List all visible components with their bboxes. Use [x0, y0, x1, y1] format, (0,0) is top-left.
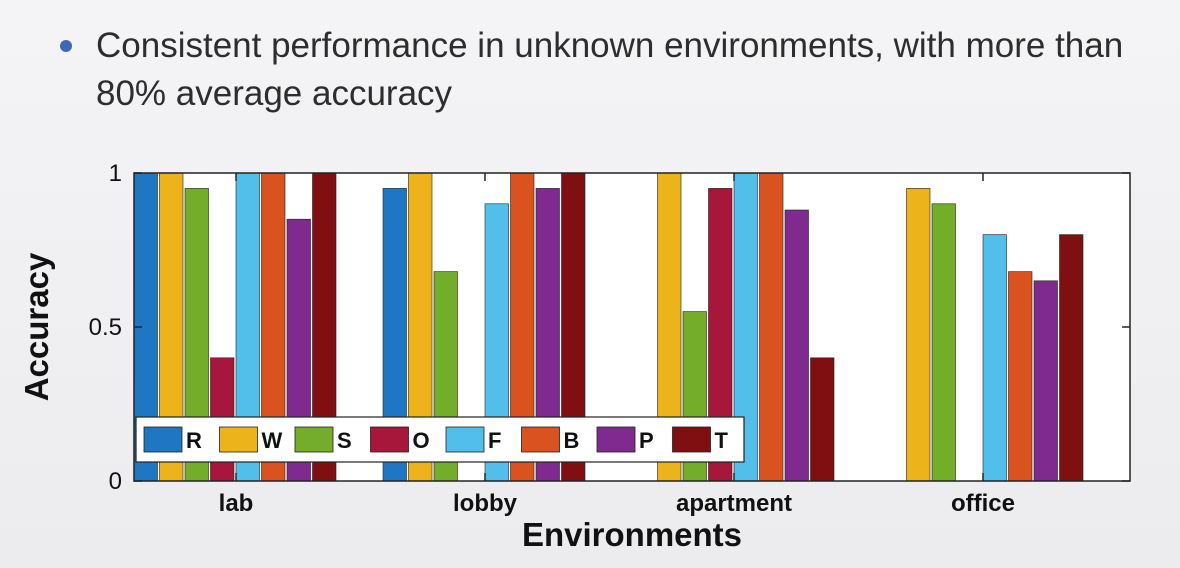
legend-label-S: S — [337, 428, 352, 453]
y-tick-label: 0.5 — [89, 314, 122, 341]
x-tick-label-office: office — [951, 490, 1015, 517]
bar-T-apartment — [810, 357, 835, 482]
y-axis-title: Accuracy — [18, 252, 55, 401]
bar-P-apartment — [784, 209, 809, 482]
y-tick-label: 1 — [109, 160, 122, 187]
legend-label-F: F — [488, 428, 501, 453]
bar-S-office — [931, 203, 956, 482]
legend-swatch-F — [445, 426, 485, 453]
x-axis-title: Environments — [522, 516, 742, 553]
legend-label-B: B — [564, 428, 580, 453]
axes: 0 0.5 1 lab lobby apartment office — [89, 160, 1131, 517]
bullet-text: Consistent performance in unknown enviro… — [96, 26, 1124, 113]
legend-swatch-W — [219, 426, 258, 453]
legend-label-W: W — [262, 428, 283, 453]
legend-swatch-O — [370, 426, 409, 453]
legend-swatch-R — [143, 426, 183, 453]
x-tick-label-lobby: lobby — [453, 490, 518, 517]
legend-label-O: O — [413, 428, 430, 453]
bullet-dot-icon — [60, 40, 72, 52]
y-tick-label: 0 — [109, 468, 122, 495]
bar-B-apartment — [759, 172, 784, 482]
bar-F-office — [982, 234, 1007, 482]
bar-T-office — [1059, 234, 1084, 482]
bar-B-office — [1008, 271, 1033, 482]
legend-swatch-S — [294, 426, 334, 453]
legend-label-P: P — [639, 428, 654, 453]
legend-swatch-P — [596, 426, 636, 453]
legend-label-T: T — [715, 428, 729, 453]
x-tick-label-lab: lab — [219, 490, 254, 517]
legend-swatch-T — [672, 426, 711, 453]
legend-box — [135, 416, 745, 463]
bar-P-office — [1033, 280, 1058, 482]
legend-swatch-B — [521, 426, 560, 453]
x-tick-label-apartment: apartment — [676, 490, 792, 517]
legend-label-R: R — [186, 428, 202, 453]
bar-W-office — [906, 188, 931, 482]
